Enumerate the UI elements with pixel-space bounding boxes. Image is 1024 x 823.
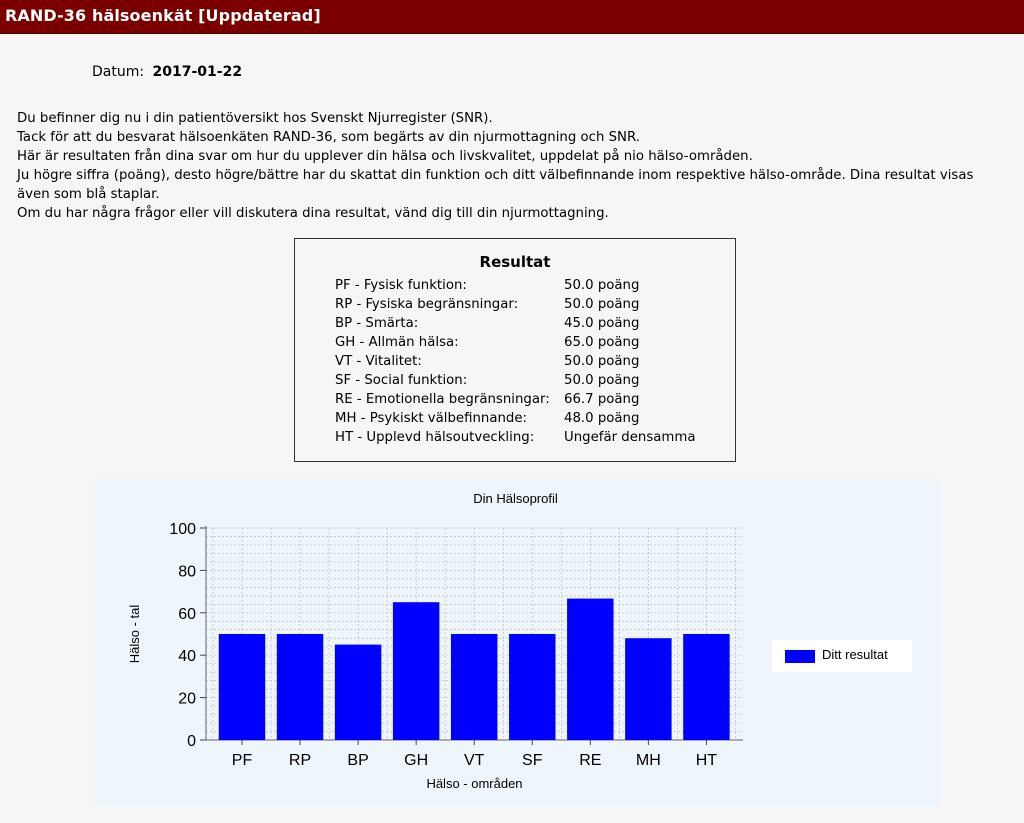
result-label: SF - Social funktion: [335,373,468,388]
result-label: VT - Vitalitet: [335,354,422,369]
y-tick-label: 40 [178,648,196,665]
result-value: 50.0 poäng [564,354,640,369]
bar [334,644,382,740]
result-label: BP - Smärta: [335,316,419,331]
bar [509,634,556,740]
legend-swatch [785,650,815,663]
intro-text: Du befinner dig nu i din patientöversikt… [17,109,1017,223]
intro-line: Tack för att du besvarat hälsoenkäten RA… [17,130,640,145]
intro-line: Om du har några frågor eller vill diskut… [17,206,609,221]
x-tick-label: SF [522,752,543,769]
result-label: RP - Fysiska begränsningar: [335,297,519,312]
result-label: GH - Allmän hälsa: [335,335,459,350]
y-tick-label: 60 [178,606,196,623]
x-tick-label: RP [289,752,311,769]
results-box: Resultat PF - Fysisk funktion: 50.0 poäng… [294,238,736,462]
bar [218,634,266,740]
result-label: MH - Psykiskt välbefinnande: [335,411,528,426]
bar [392,602,440,740]
chart-legend: Ditt resultat [772,640,912,672]
bar [450,634,498,740]
result-value: 50.0 poäng [564,297,640,312]
y-tick-label: 100 [169,521,196,538]
intro-line: även som blå staplar. [17,187,160,202]
title-bar: RAND-36 hälsoenkät [Uppdaterad] [0,0,1024,34]
y-tick-label: 0 [187,733,196,750]
bar [625,638,672,740]
bar [567,598,614,740]
result-label: HT - Upplevd hälsoutveckling: [335,430,535,445]
y-tick-label: 80 [178,563,196,580]
result-label: PF - Fysisk funktion: [335,278,467,293]
health-profile-chart: 0 20 40 60 80 100 PF RP BP GH VT SF RE MH HT Din Hälsop… [127,491,743,791]
x-tick-label: PF [232,752,253,769]
result-label: RE - Emotionella begränsningar: [335,392,550,407]
x-tick-label: MH [636,752,661,769]
intro-line: Här är resultaten från dina svar om hur … [17,149,753,164]
x-tick-label: BP [347,752,368,769]
x-tick-label: VT [464,752,485,769]
x-tick-label: HT [696,752,718,769]
page-title: RAND-36 hälsoenkät [Uppdaterad] [5,6,321,25]
legend-label: Ditt resultat [822,647,888,662]
y-axis-label: Hälso - tal [127,605,142,664]
intro-line: Du befinner dig nu i din patientöversikt… [17,111,493,126]
x-tick-label: RE [579,752,601,769]
bar [276,634,324,740]
bar [683,634,730,740]
result-value: 45.0 poäng [564,316,640,331]
date-label: Datum: [92,64,145,80]
result-value: 50.0 poäng [564,373,640,388]
x-axis-label: Hälso - områden [426,776,522,791]
result-value: 48.0 poäng [564,411,640,426]
result-value: Ungefär densamma [564,430,696,445]
results-title: Resultat [479,253,551,271]
x-tick-label: GH [404,752,428,769]
date-row: Datum: 2017-01-22 [92,64,242,80]
intro-line: Ju högre siffra (poäng), desto högre/bät… [17,168,974,183]
date-value: 2017-01-22 [152,64,243,80]
result-value: 65.0 poäng [564,335,640,350]
chart-title: Din Hälsoprofil [473,491,558,506]
y-tick-label: 20 [178,691,196,708]
result-value: 66.7 poäng [564,392,640,407]
result-value: 50.0 poäng [564,278,640,293]
